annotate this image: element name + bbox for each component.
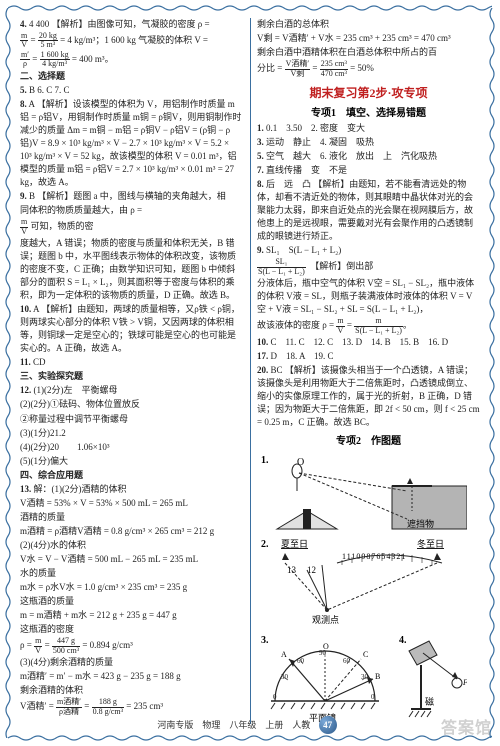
problem-item: 9. SL₁ S(L − L₁ + L₂) [257, 244, 480, 257]
svg-text:C: C [363, 650, 368, 659]
text-line: (5)(1分)偏大 [20, 455, 243, 468]
figure-2: 2. 夏至日 冬至日 13 12 1110987654321 [257, 535, 480, 625]
section-head: 三、实验探究题 [20, 370, 243, 383]
svg-text:遮挡物: 遮挡物 [407, 518, 434, 529]
section-head: 二、选择题 [20, 70, 243, 83]
problem-item: 4. 4 400 【解析】由图像可知，气凝胶的密度 ρ = [20, 18, 243, 31]
equation-line: mV = 20 kg5 m³ = 4 kg/m³；1 600 kg 气凝胶的体积… [20, 32, 243, 50]
section-title: 期末复习第2步·攻专项 [257, 84, 480, 101]
text-line: (3)(1分)21.2 [20, 427, 243, 440]
svg-text:0: 0 [371, 693, 375, 701]
border-top [8, 4, 492, 12]
text-line: 这瓶酒的密度 [20, 623, 243, 636]
svg-text:O: O [323, 642, 329, 651]
equation-line: V酒精′ = m酒精′ρ酒精 = 188 g0.8 g/cm³ = 235 cm… [20, 698, 243, 716]
text-line: 度越大，A 错误；物质的密度与质量和体积无关，B 错误；题图 b 中，水平图线表… [20, 237, 243, 302]
text-line: 剩余白酒的总体积 [257, 18, 480, 31]
border-left [4, 8, 12, 738]
problem-item: 9. B 【解析】题图 a 中，图线与横轴的夹角越大，相 [20, 190, 243, 203]
svg-text:13: 13 [287, 565, 297, 575]
figure-1: 1. O 遮挡物 [257, 451, 480, 531]
svg-text:2.: 2. [261, 539, 269, 550]
text-line: V酒精 = 53% × V = 53% × 500 mL = 265 mL [20, 497, 243, 510]
text-line: V水 = V − V酒精 = 500 mL − 265 mL = 235 mL [20, 553, 243, 566]
svg-text:B: B [375, 672, 380, 681]
text-line: V剩 = V酒精′ + V水 = 235 cm³ + 235 cm³ = 470… [257, 32, 480, 45]
text-line: (2)(2分)①砝码、物体位置放反 [20, 398, 243, 411]
svg-text:冬至日: 冬至日 [417, 538, 444, 549]
problem-item: 1. 0.1 3.50 2. 密度 变大 [257, 122, 480, 135]
problem-item: 12. (1)(2分)左 平衡螺母 [20, 384, 243, 397]
section-head: 四、综合应用题 [20, 469, 243, 482]
text-line: (4)(2分)20 1.06×10³ [20, 441, 243, 454]
equation-line: ρ = mV = 447 g500 cm³ = 0.894 g/cm³ [20, 637, 243, 655]
problem-item: 10. A 【解析】由题知，两球的质量相等，又ρ铁 < ρ铜，则两球实心部分的体… [20, 303, 243, 355]
problem-item: 10. C 11. C 12. C 13. D 14. B 15. B 16. … [257, 336, 480, 349]
svg-text:3.: 3. [261, 635, 269, 646]
svg-text:0: 0 [273, 693, 277, 701]
text-line: 酒精的质量 [20, 511, 243, 524]
page-number: 47 [319, 716, 337, 734]
svg-text:1.: 1. [261, 455, 269, 466]
svg-text:磁: 磁 [425, 696, 434, 707]
svg-text:A: A [281, 650, 287, 659]
equation-line: 故该液体的密度 ρ = mV = mS(L − L₁ + L₂)。 [257, 317, 480, 335]
text-line: mV 可知，物质的密 [20, 218, 243, 236]
text-line: m酒精 = ρ酒精V酒精 = 0.8 g/cm³ × 265 cm³ = 212… [20, 525, 243, 538]
watermark: 答案馆 [441, 714, 492, 738]
problem-item: 11. CD [20, 356, 243, 369]
text-line: (3)(4分)剩余酒精的质量 [20, 656, 243, 669]
border-right [488, 8, 496, 738]
problem-item: 8. A 【解析】设该模型的体积为 V，用铝制作时质量 m铝 = ρ铝V，用铜制… [20, 98, 243, 189]
text-line: 这瓶酒的质量 [20, 595, 243, 608]
text-line: m水 = ρ水V水 = 1.0 g/cm³ × 235 cm³ = 235 g [20, 581, 243, 594]
subsection-title: 专项2 作图题 [257, 432, 480, 447]
page: 4. 4 400 【解析】由图像可知，气凝胶的密度 ρ = mV = 20 kg… [0, 0, 500, 746]
problem-item: 8. 后 远 凸 【解析】由题知，若不能看清远处的物体，却看不清近处的物体，则其… [257, 178, 480, 243]
svg-text:60: 60 [297, 657, 305, 665]
text-line: 分液体后，瓶中空气的体积 V空 = SL₁ − SL₂，瓶中液体的体积 V液 =… [257, 277, 480, 316]
equation-line: m′ρ = 1 600 kg4 kg/m³ = 400 m³。 [20, 51, 243, 69]
problem-item: 3. 运动 静止 4. 凝固 吸热 [257, 136, 480, 149]
problem-item: 20. BC 【解析】该摄像头相当于一个凸透镜，A 错误；该摄像头是利用物距大于… [257, 364, 480, 429]
text-line: 同体积的物质质量越大，由 ρ = [20, 204, 243, 217]
text-line: (2)(4分)水的体积 [20, 539, 243, 552]
figure-3-4: 3. 03060 9060300 O A C [257, 629, 480, 724]
svg-text:观测点: 观测点 [312, 615, 339, 625]
border-bottom [8, 734, 492, 742]
footer-text: 河南专版 物理 八年级 上册 人教 [157, 720, 310, 730]
subsection-title: 专项1 填空、选择易错题 [257, 104, 480, 119]
svg-text:4.: 4. [399, 635, 407, 646]
text-line: 剩余白酒中酒精体积在白酒总体积中所占的百 [257, 46, 480, 59]
problem-item: 13. 解：(1)(2分)酒精的体积 [20, 483, 243, 496]
text-line: SL₁S(L − L₁ + L₂) 【解析】倒出部 [257, 258, 480, 276]
text-line: 水的质量 [20, 567, 243, 580]
problem-item: 7. 直线传播 变 不是 [257, 164, 480, 177]
text-line: m = m酒精 + m水 = 212 g + 235 g = 447 g [20, 609, 243, 622]
equation-line: 分比 = V酒精′V剩 = 235 cm³470 cm³ = 50% [257, 60, 480, 78]
problem-item: 5. B 6. C 7. C [20, 84, 243, 97]
footer: 河南专版 物理 八年级 上册 人教 47 [0, 716, 500, 734]
svg-text:1110987654321: 1110987654321 [342, 552, 406, 561]
svg-text:夏至日: 夏至日 [281, 539, 308, 549]
text-line: 剩余酒精的体积 [20, 684, 243, 697]
problem-item: 17. D 18. A 19. C [257, 350, 480, 363]
svg-text:60: 60 [343, 657, 351, 665]
svg-text:F: F [462, 678, 467, 687]
content-columns: 4. 4 400 【解析】由图像可知，气凝胶的密度 ρ = mV = 20 kg… [20, 18, 480, 710]
problem-item: 5. 空气 越大 6. 液化 放出 上 汽化吸热 [257, 150, 480, 163]
text-line: m酒精′ = m′ − m水 = 423 g − 235 g = 188 g [20, 670, 243, 683]
text-line: ②称量过程中调节平衡螺母 [20, 413, 243, 426]
